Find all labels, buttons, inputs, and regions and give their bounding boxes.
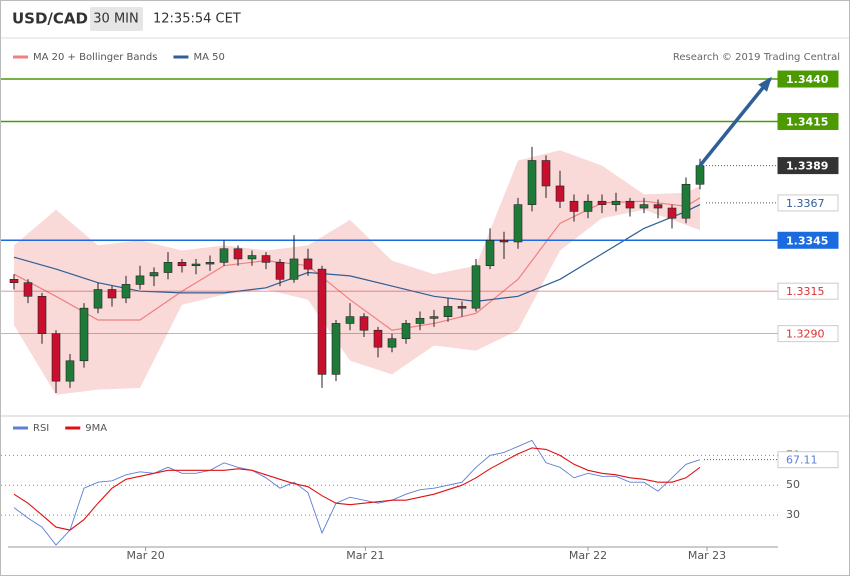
level-label: 1.3315 [786,285,825,298]
candle-body [583,200,593,212]
candle-body [401,323,411,340]
level-label-box [777,70,839,88]
candle-body [359,316,369,331]
candle-body [191,263,201,267]
level-label-box [777,112,839,130]
value-label: 67.11 [786,454,818,467]
candle-body [289,258,299,280]
candle-body [555,185,565,202]
interval-box [90,7,143,31]
indicator-line [13,439,701,546]
candle-body [499,239,509,243]
value-label-box [777,451,839,469]
candle-body [51,333,61,382]
candle-body [317,268,327,375]
candle-body [541,160,551,187]
candle-body [163,262,173,273]
candle-body [625,200,635,209]
candle-body [415,318,425,324]
candle-body [387,338,397,348]
candle-body [219,248,229,263]
level-label-box [777,231,839,249]
candle-body [527,160,537,205]
candle-body [653,204,663,209]
candle-body [485,239,495,267]
credit: Research © 2019 Trading Central [673,52,840,63]
candle-body [303,258,313,270]
candle-body [331,323,341,375]
legend-label: RSI [33,423,49,434]
x-tick-label: Mar 21 [346,549,384,562]
x-tick-label: Mar 23 [688,549,726,562]
candle-body [37,295,47,334]
level-label: 1.3389 [786,160,828,173]
arrow-head [758,76,772,92]
candle-body [345,316,355,324]
bollinger-band [14,150,700,395]
legend-label: MA 50 [193,52,224,63]
candle-body [611,200,621,205]
level-label: 1.3345 [786,234,828,247]
level-label-box [777,282,839,300]
candle-body [107,289,117,299]
time: 12:35:54 CET [153,12,241,27]
candle-body [261,255,271,263]
x-tick-label: Mar 22 [569,549,607,562]
candle-body [443,306,453,317]
candle-body [247,255,257,260]
y-tick-label: 50 [786,478,800,491]
symbol: USD/CAD [12,10,88,28]
candle-body [513,204,523,243]
indicator-line [13,447,701,531]
candle-body [429,316,439,319]
level-label: 1.3367 [786,197,825,210]
level-label: 1.3290 [786,328,825,341]
candle-body [681,183,691,219]
candle-body [471,265,481,309]
legend-label: MA 20 + Bollinger Bands [33,52,157,63]
candle-body [121,284,131,299]
forecast-arrow [698,77,772,167]
candle-body [667,207,677,219]
candle-body [597,200,607,205]
candle-body [79,307,89,362]
level-label-box [777,325,839,343]
candle-body [65,360,75,382]
candle-body [233,248,243,260]
level-label: 1.3440 [786,73,829,86]
candle-body [275,262,285,280]
ma-line [13,204,701,303]
candle-body [373,329,383,348]
candle-body [457,306,467,309]
candle-body [93,289,103,309]
candle-body [569,200,579,212]
candle-body [205,262,215,265]
candle-body [23,282,33,297]
level-label-box [777,157,839,175]
candle-body [695,165,705,185]
interval: 30 MIN [93,12,138,27]
candle-body [177,262,187,267]
x-tick-label: Mar 20 [126,549,164,562]
candle-body [639,204,649,209]
candle-body [149,272,159,277]
level-label: 1.3415 [786,115,828,128]
level-label-box [777,194,839,212]
y-tick-label: 30 [786,508,800,521]
ma-line [13,197,701,331]
candle-body [9,279,19,284]
legend-label: 9MA [85,423,107,434]
candle-body [135,275,145,285]
